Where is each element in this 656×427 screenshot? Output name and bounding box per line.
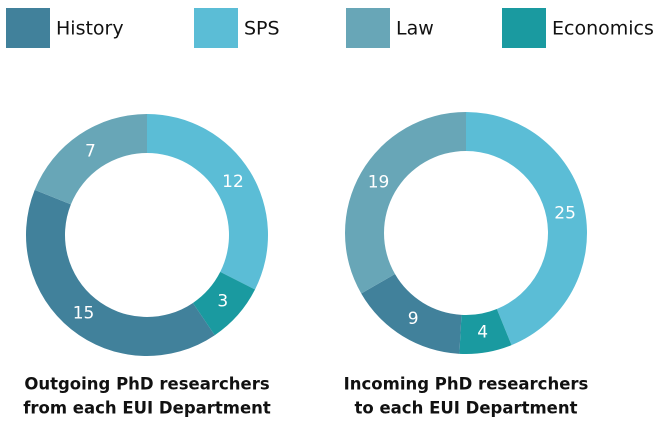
chart-title: Incoming PhD researchers — [344, 375, 589, 394]
donut-segment — [466, 112, 587, 346]
value-label: 3 — [217, 292, 228, 312]
chart-title: from each EUI Department — [23, 399, 271, 418]
donut-segment — [34, 113, 147, 205]
legend-label: Economics — [552, 18, 654, 40]
legend-swatch — [6, 8, 50, 48]
value-label: 25 — [554, 204, 576, 224]
legend-label: SPS — [244, 18, 280, 40]
value-label: 4 — [477, 323, 488, 343]
chart-title: Outgoing PhD researchers — [24, 375, 270, 394]
legend-swatch — [194, 8, 238, 48]
donut-segment — [192, 271, 256, 336]
chart-title: to each EUI Department — [355, 399, 578, 418]
value-label: 7 — [85, 141, 96, 161]
value-label: 12 — [222, 172, 244, 192]
donut-segment — [147, 114, 268, 290]
value-label: 19 — [368, 173, 390, 193]
legend-swatch — [502, 8, 546, 48]
donut-segment — [459, 308, 512, 354]
legend-swatch — [346, 8, 390, 48]
value-label: 9 — [408, 309, 419, 329]
value-label: 15 — [73, 304, 95, 324]
donut-segment — [344, 112, 466, 294]
legend-label: History — [56, 18, 124, 40]
donut-segment — [361, 274, 462, 354]
legend-label: Law — [396, 18, 434, 40]
donut-segment — [26, 189, 215, 356]
